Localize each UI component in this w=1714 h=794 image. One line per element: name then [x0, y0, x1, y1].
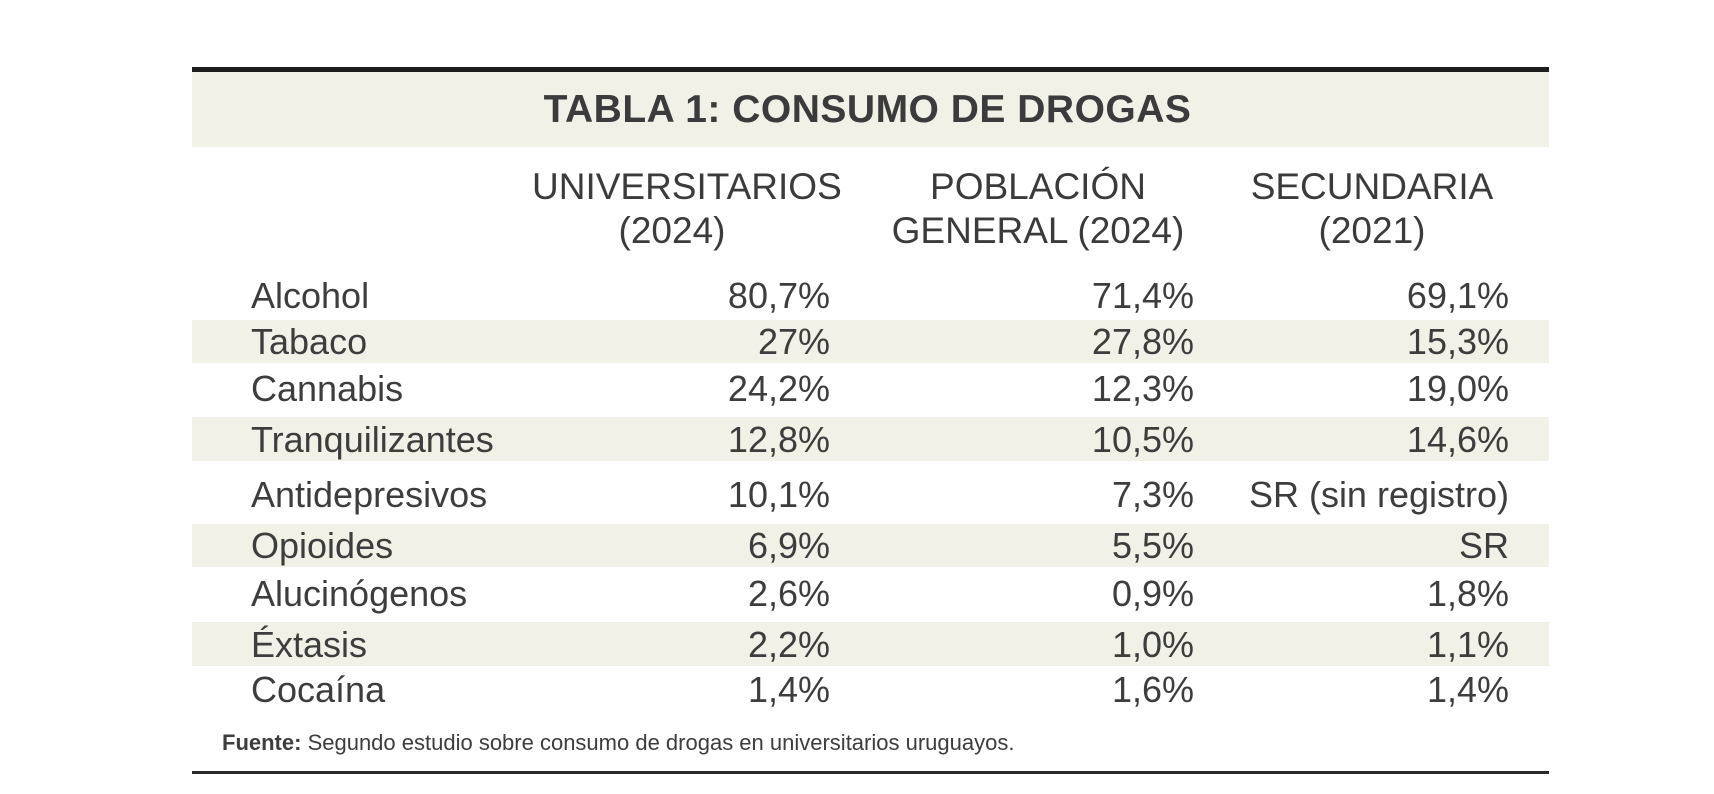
column-header-line: SECUNDARIA — [1250, 166, 1494, 207]
value-universitarios: 27% — [757, 321, 830, 362]
row-label: Tabaco — [251, 321, 368, 362]
table-row: Tranquilizantes 12,8% 10,5% 14,6% — [192, 417, 1549, 461]
value-poblacion-general: 0,9% — [1111, 573, 1194, 614]
value-secundaria: 1,8% — [1426, 573, 1509, 614]
title-band: TABLA 1: CONSUMO DE DROGAS — [192, 72, 1549, 147]
value-poblacion-general: 7,3% — [1111, 474, 1194, 515]
value-poblacion-general: 27,8% — [1091, 321, 1194, 362]
column-header-line: (2024) — [618, 210, 726, 251]
column-header-line: GENERAL (2024) — [891, 210, 1185, 251]
value-secundaria: 1,1% — [1426, 623, 1509, 665]
value-secundaria: 14,6% — [1406, 418, 1509, 460]
column-header-line: (2021) — [1318, 210, 1426, 251]
value-poblacion-general: 5,5% — [1111, 525, 1194, 566]
table-row: Cocaína 1,4% 1,6% 1,4% — [192, 667, 1549, 712]
row-label: Cannabis — [251, 368, 404, 409]
column-header-universitarios: UNIVERSITARIOS (2024) — [532, 165, 842, 253]
value-universitarios: 80,7% — [727, 275, 830, 316]
row-label: Alucinógenos — [251, 573, 468, 614]
table-row: Antidepresivos 10,1% 7,3% SR (sin regist… — [192, 472, 1549, 517]
value-secundaria: 19,0% — [1406, 368, 1509, 409]
top-rule — [192, 67, 1549, 72]
source-label: Fuente: — [222, 730, 302, 755]
value-universitarios: 12,8% — [727, 418, 830, 460]
value-poblacion-general: 1,6% — [1111, 669, 1194, 710]
row-label: Alcohol — [251, 275, 370, 316]
value-universitarios: 2,6% — [747, 573, 830, 614]
row-label: Éxtasis — [251, 623, 368, 665]
value-universitarios: 6,9% — [747, 525, 830, 566]
value-secundaria: 69,1% — [1406, 275, 1509, 316]
value-poblacion-general: 10,5% — [1091, 418, 1194, 460]
value-secundaria: 1,4% — [1426, 669, 1509, 710]
value-universitarios: 24,2% — [727, 368, 830, 409]
value-poblacion-general: 1,0% — [1111, 623, 1194, 665]
bottom-rule — [192, 771, 1549, 774]
value-poblacion-general: 71,4% — [1091, 275, 1194, 316]
table-row: Cannabis 24,2% 12,3% 19,0% — [192, 366, 1549, 411]
column-header-poblacion-general: POBLACIÓN GENERAL (2024) — [878, 165, 1198, 253]
value-universitarios: 2,2% — [747, 623, 830, 665]
value-secundaria: SR (sin registro) — [1248, 474, 1509, 515]
column-header-row: UNIVERSITARIOS (2024) POBLACIÓN GENERAL … — [192, 147, 1549, 273]
drug-consumption-table: TABLA 1: CONSUMO DE DROGAS UNIVERSITARIO… — [192, 67, 1549, 710]
table-row: Alucinógenos 2,6% 0,9% 1,8% — [192, 571, 1549, 616]
row-label: Tranquilizantes — [251, 418, 494, 460]
table-title: TABLA 1: CONSUMO DE DROGAS — [543, 87, 1192, 131]
column-header-line: UNIVERSITARIOS — [532, 166, 842, 207]
table-row: Opioides 6,9% 5,5% SR — [192, 524, 1549, 567]
table-row: Éxtasis 2,2% 1,0% 1,1% — [192, 622, 1549, 666]
value-secundaria: SR — [1458, 525, 1509, 566]
value-poblacion-general: 12,3% — [1091, 368, 1194, 409]
column-header-secundaria: SECUNDARIA (2021) — [1242, 165, 1502, 253]
row-label: Antidepresivos — [251, 474, 488, 515]
table-row: Tabaco 27% 27,8% 15,3% — [192, 320, 1549, 363]
row-label: Opioides — [251, 525, 394, 566]
column-header-line: POBLACIÓN — [930, 166, 1146, 207]
row-label: Cocaína — [251, 669, 386, 710]
value-secundaria: 15,3% — [1406, 321, 1509, 362]
table-row: Alcohol 80,7% 71,4% 69,1% — [192, 273, 1549, 318]
value-universitarios: 10,1% — [727, 474, 830, 515]
value-universitarios: 1,4% — [747, 669, 830, 710]
source-note: Fuente: Segundo estudio sobre consumo de… — [222, 730, 1014, 756]
source-text: Segundo estudio sobre consumo de drogas … — [301, 730, 1015, 755]
